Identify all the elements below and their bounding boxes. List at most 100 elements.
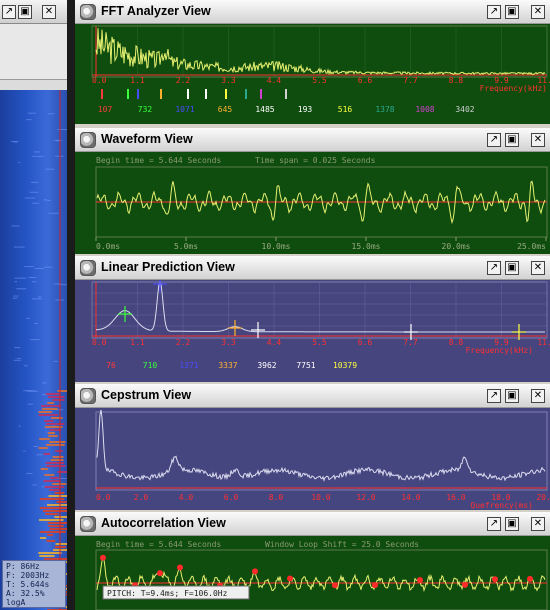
- cepstrum-panel: Cepstrum View ↗ ▣ ✕ 0.0 2.0 4.0 6.0 8.0 10.0 1…: [75, 384, 550, 512]
- spectrogram-energy: [45, 513, 59, 515]
- spectrogram-energy: [39, 498, 65, 500]
- close-button[interactable]: ✕: [531, 261, 545, 275]
- maximize-button[interactable]: ▣: [18, 5, 32, 19]
- fft-marker-bar: [260, 89, 262, 99]
- waveform-x-tick: 25.0ms: [517, 242, 546, 251]
- waveform-plot[interactable]: Begin time = 5.644 Seconds Time span = 0.…: [75, 152, 550, 254]
- spectrogram-streak: [34, 322, 39, 324]
- fft-marker-label: 1008: [415, 105, 434, 114]
- ear-icon: [80, 516, 96, 532]
- splitter[interactable]: [67, 0, 75, 610]
- restore-button[interactable]: ↗: [487, 517, 501, 531]
- fft-x-tick: 5.5: [312, 76, 327, 85]
- spectrogram-plot[interactable]: [0, 90, 67, 610]
- spectrogram-streak: [11, 225, 20, 227]
- fft-x-tick: 0.0: [92, 76, 107, 85]
- spectrogram-energy: [52, 483, 67, 485]
- lpc-formant-label: 7751: [296, 361, 315, 370]
- autocorr-plot[interactable]: Begin time = 5.644 Seconds Window Loop Sh…: [75, 536, 550, 610]
- fft-marker-label: 1071: [175, 105, 194, 114]
- lpc-titlebar: Linear Prediction View ↗ ▣ ✕: [75, 256, 550, 280]
- lpc-x-tick: 3.3: [221, 338, 236, 347]
- fft-x-tick: 2.2: [176, 76, 191, 85]
- cepstrum-background: [75, 408, 550, 510]
- lpc-plot[interactable]: 0.0 1.1 2.2 3.3 4.4 5.5 6.6 7.7 8.8 9.9 11.0 Freque…: [75, 280, 550, 382]
- restore-button[interactable]: ↗: [487, 389, 501, 403]
- lpc-x-tick: 6.6: [358, 338, 373, 347]
- fft-marker-label: 645: [218, 105, 233, 114]
- cepstrum-x-tick: 0.0: [96, 493, 111, 502]
- spectrogram-streak: [41, 382, 47, 384]
- close-button[interactable]: ✕: [42, 5, 56, 19]
- spectrogram-energy: [47, 402, 55, 404]
- close-button[interactable]: ✕: [531, 389, 545, 403]
- spectrogram-energy: [47, 432, 55, 434]
- spectrogram-energy: [54, 492, 65, 494]
- maximize-button[interactable]: ▣: [505, 389, 519, 403]
- waveform-trace: [96, 180, 546, 225]
- spectrogram-energy: [43, 558, 67, 560]
- waveform-time-span: Time span = 0.025 Seconds: [255, 156, 376, 165]
- spectrogram-streak: [56, 140, 61, 142]
- spectrogram-ruler: [0, 80, 67, 90]
- fft-x-tick: 9.9: [494, 76, 509, 85]
- maximize-button[interactable]: ▣: [505, 261, 519, 275]
- autocorr-begin-time: Begin time = 5.644 Seconds: [96, 540, 221, 549]
- cepstrum-plot[interactable]: 0.0 2.0 4.0 6.0 8.0 10.0 12.0 14.0 16.0 18.0 20.0Q…: [75, 408, 550, 510]
- fft-x-tick: 11.0: [537, 76, 550, 85]
- lpc-formant-label: 10379: [333, 361, 357, 370]
- spectrogram-streak: [24, 365, 28, 367]
- restore-button[interactable]: ↗: [487, 133, 501, 147]
- readout-frequency: F: 2003Hz: [6, 571, 50, 580]
- spectrogram-energy: [46, 465, 66, 467]
- fft-marker-label: 516: [338, 105, 353, 114]
- spectrogram-streak: [26, 472, 33, 474]
- spectrogram-streak: [13, 141, 18, 143]
- spectrogram-streak: [23, 450, 26, 452]
- cepstrum-x-tick: 18.0: [491, 493, 510, 502]
- spectrogram-energy: [43, 453, 50, 455]
- spectrogram-toolbar: [0, 24, 67, 80]
- fft-marker-bar: [187, 89, 189, 99]
- spectrogram-streak: [27, 112, 36, 114]
- restore-button[interactable]: ↗: [487, 5, 501, 19]
- close-button[interactable]: ✕: [531, 133, 545, 147]
- restore-button[interactable]: ↗: [2, 5, 16, 19]
- spectrogram-streak: [27, 403, 34, 405]
- fft-plot[interactable]: 0.0 1.1 2.2 3.3 4.4 5.5 6.6 7.7 8.8 9.9 11.0Freque…: [75, 24, 550, 124]
- lpc-x-tick: 0.0: [92, 338, 107, 347]
- spectrogram-streak: [33, 445, 38, 447]
- cepstrum-svg: 0.0 2.0 4.0 6.0 8.0 10.0 12.0 14.0 16.0 18.0 20.0Q…: [75, 408, 550, 510]
- spectrogram-streak: [12, 297, 18, 299]
- spectrogram-streak: [42, 394, 50, 396]
- spectrogram-window: ↗ ▣ ✕ P: 86Hz F: 2003Hz T: 5.644s A: 32.…: [0, 0, 67, 610]
- spectrogram-energy: [49, 441, 66, 443]
- waveform-x-tick: 5.0ms: [174, 242, 198, 251]
- fft-marker-label: 193: [298, 105, 313, 114]
- lpc-svg: 0.0 1.1 2.2 3.3 4.4 5.5 6.6 7.7 8.8 9.9 11.0 Freque…: [75, 280, 550, 382]
- waveform-x-tick: 20.0ms: [442, 242, 471, 251]
- spectrogram-energy: [52, 399, 65, 401]
- autocorr-svg: Begin time = 5.644 Seconds Window Loop Sh…: [75, 536, 550, 610]
- spectrogram-streak: [43, 199, 48, 201]
- maximize-button[interactable]: ▣: [505, 133, 519, 147]
- lpc-x-tick: 8.8: [449, 338, 464, 347]
- pitch-tooltip-box: [102, 585, 250, 600]
- close-button[interactable]: ✕: [531, 517, 545, 531]
- maximize-button[interactable]: ▣: [505, 5, 519, 19]
- lpc-x-tick: 11.0: [537, 338, 550, 347]
- close-button[interactable]: ✕: [531, 5, 545, 19]
- fft-marker-bar: [205, 89, 207, 99]
- restore-button[interactable]: ↗: [487, 261, 501, 275]
- waveform-x-tick: 10.0ms: [262, 242, 291, 251]
- fft-marker-label: 732: [138, 105, 153, 114]
- spectrogram-energy: [43, 480, 61, 482]
- fft-x-tick: 1.1: [130, 76, 145, 85]
- spectrogram-energy: [38, 447, 48, 449]
- maximize-button[interactable]: ▣: [505, 517, 519, 531]
- spectrogram-energy: [38, 414, 59, 416]
- fft-marker-bar: [127, 89, 129, 99]
- spectrogram-energy: [45, 462, 65, 464]
- autocorr-peak-marker: [100, 554, 106, 561]
- ear-icon: [80, 260, 96, 276]
